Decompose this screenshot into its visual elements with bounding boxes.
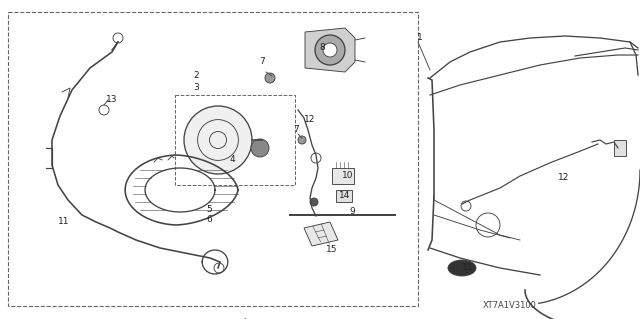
- Circle shape: [298, 136, 306, 144]
- Text: XT7A1V3100: XT7A1V3100: [483, 300, 537, 309]
- Circle shape: [323, 43, 337, 57]
- Text: 3: 3: [193, 83, 199, 92]
- Text: 7: 7: [259, 57, 265, 66]
- Text: 9: 9: [349, 207, 355, 217]
- Text: 12: 12: [304, 115, 316, 124]
- Text: 1: 1: [417, 33, 423, 42]
- Text: 4: 4: [229, 155, 235, 165]
- Circle shape: [184, 106, 252, 174]
- Circle shape: [251, 139, 269, 157]
- Text: 2: 2: [193, 70, 199, 79]
- Text: 11: 11: [58, 218, 70, 226]
- Polygon shape: [304, 222, 338, 246]
- Polygon shape: [305, 28, 355, 72]
- Text: 13: 13: [106, 95, 118, 105]
- Text: 6: 6: [206, 216, 212, 225]
- Ellipse shape: [448, 260, 476, 276]
- Text: 10: 10: [342, 172, 354, 181]
- Circle shape: [265, 73, 275, 83]
- Text: 14: 14: [339, 191, 351, 201]
- Circle shape: [315, 35, 345, 65]
- Text: 11: 11: [462, 263, 474, 272]
- Text: 8: 8: [319, 43, 325, 53]
- Bar: [175, 95, 295, 185]
- Bar: [332, 168, 354, 184]
- Text: 12: 12: [558, 174, 570, 182]
- Bar: [614, 140, 626, 156]
- Circle shape: [310, 198, 318, 206]
- Bar: [8, 12, 418, 306]
- Text: 15: 15: [326, 246, 338, 255]
- Bar: [336, 190, 352, 202]
- Text: 5: 5: [206, 205, 212, 214]
- Text: 7: 7: [293, 125, 299, 135]
